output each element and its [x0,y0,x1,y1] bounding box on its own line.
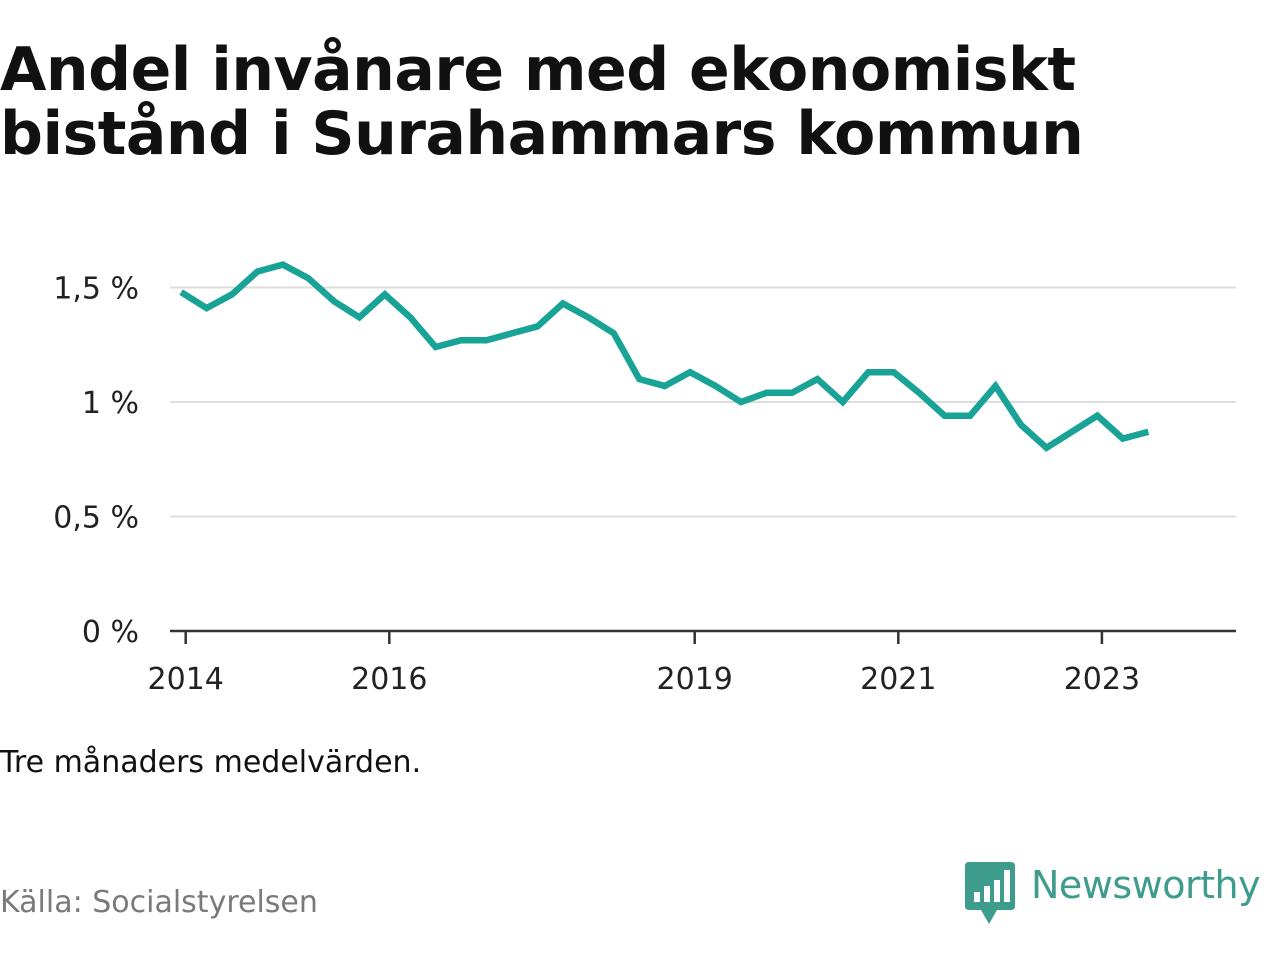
y-tick-label: 0 % [82,615,139,650]
brand-logo[interactable]: Newsworthy [965,862,1261,924]
y-tick-label: 1 % [82,386,139,421]
brand-name: Newsworthy [1031,863,1261,907]
series-layer [179,261,1150,452]
y-tick-label: 1,5 % [53,272,139,307]
x-axis [170,629,1236,644]
y-axis-labels: 0 % 0,5 % 1 % 1,5 % [53,272,139,651]
chart-title: Andel invånare med ekonomiskt bistånd i … [0,35,1084,169]
newsworthy-bar-chart-icon [965,862,1015,924]
x-tick-label: 2021 [860,662,936,697]
x-tick-label: 2023 [1064,662,1140,697]
x-axis-labels: 2014 2016 2019 2021 2023 [148,662,1141,697]
x-tick-label: 2014 [148,662,224,697]
chart-note: Tre månaders medelvärden. [0,745,422,780]
source-credit: Källa: Socialstyrelsen [0,885,318,920]
gridlines [170,286,1236,518]
x-tick-label: 2016 [351,662,427,697]
x-tick-label: 2019 [657,662,733,697]
y-tick-label: 0,5 % [53,501,139,536]
line-chart: 0 % 0,5 % 1 % 1,5 % 2014 2016 2019 2021 2023 [53,261,1236,697]
series-line [179,261,1150,452]
